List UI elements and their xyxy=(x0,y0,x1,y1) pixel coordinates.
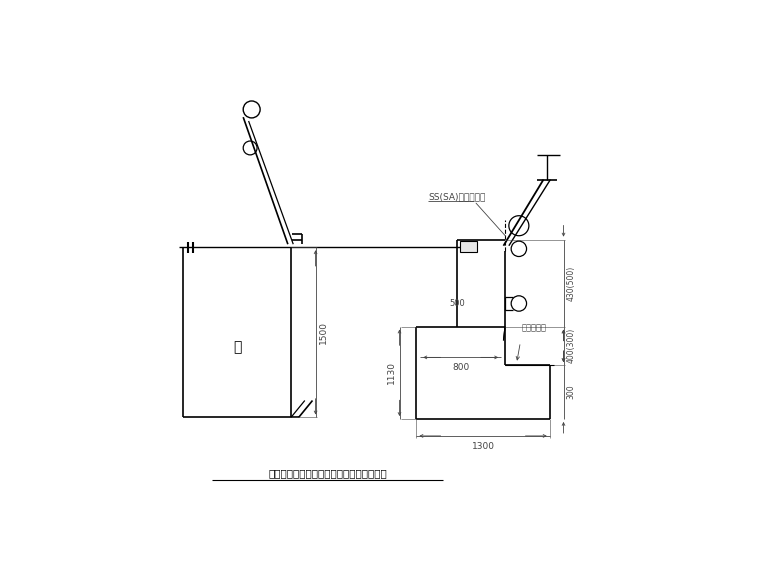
Bar xyxy=(460,241,477,252)
Text: 800: 800 xyxy=(452,363,470,372)
Text: 车行道标高: 车行道标高 xyxy=(522,324,546,333)
Text: 430(500): 430(500) xyxy=(567,265,575,301)
Text: 400(300): 400(300) xyxy=(567,328,575,363)
Text: 300: 300 xyxy=(567,385,575,399)
Text: SS(SA)级路侧护栏: SS(SA)级路侧护栏 xyxy=(428,193,486,202)
Text: 500: 500 xyxy=(449,299,465,308)
Text: 1500: 1500 xyxy=(318,321,328,344)
Text: 挂: 挂 xyxy=(233,340,241,355)
Text: 挂墙上为人行道栏杆和防撛栏杆结构示意图: 挂墙上为人行道栏杆和防撛栏杆结构示意图 xyxy=(268,468,388,478)
Text: 1300: 1300 xyxy=(471,442,495,451)
Text: 1130: 1130 xyxy=(387,362,396,384)
